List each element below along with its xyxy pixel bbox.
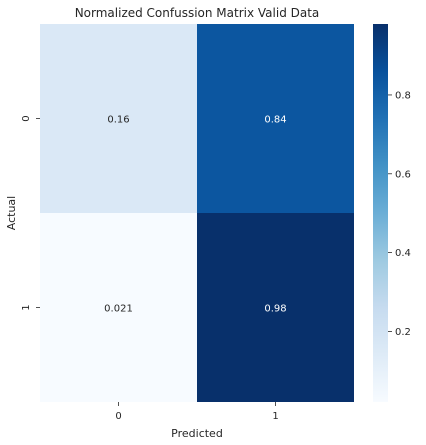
chart-title: Normalized Confussion Matrix Valid Data: [75, 6, 320, 20]
x-tick-label: 1: [272, 411, 278, 422]
cell-label-0-1: 0.84: [264, 115, 286, 126]
heatmap-cells: [40, 24, 354, 402]
colorbar-tick-label: 0.6: [395, 169, 411, 180]
colorbar-tick-label: 0.4: [395, 248, 411, 259]
y-tick-label: 1: [21, 304, 32, 310]
cell-label-1-0: 0.021: [104, 304, 133, 315]
colorbar-ticks: 0.2 0.4 0.6 0.8: [388, 90, 411, 338]
x-tick-label: 0: [115, 411, 121, 422]
colorbar-tick-label: 0.2: [395, 327, 411, 338]
heatmap-cell-1-0: [40, 213, 197, 402]
y-tick-label: 0: [21, 115, 32, 121]
cell-label-0-0: 0.16: [107, 115, 129, 126]
colorbar-tick-label: 0.8: [395, 90, 411, 101]
heatmap-cell-labels: 0.16 0.84 0.021 0.98: [104, 115, 286, 315]
y-axis-ticks: 01: [21, 115, 40, 311]
x-axis-label: Predicted: [171, 427, 223, 440]
heatmap-cell-1-1: [197, 213, 354, 402]
heatmap-cell-0-1: [197, 24, 354, 213]
y-axis-label: Actual: [5, 196, 18, 230]
cell-label-1-1: 0.98: [264, 304, 286, 315]
colorbar: [373, 24, 388, 402]
heatmap-cell-0-0: [40, 24, 197, 213]
